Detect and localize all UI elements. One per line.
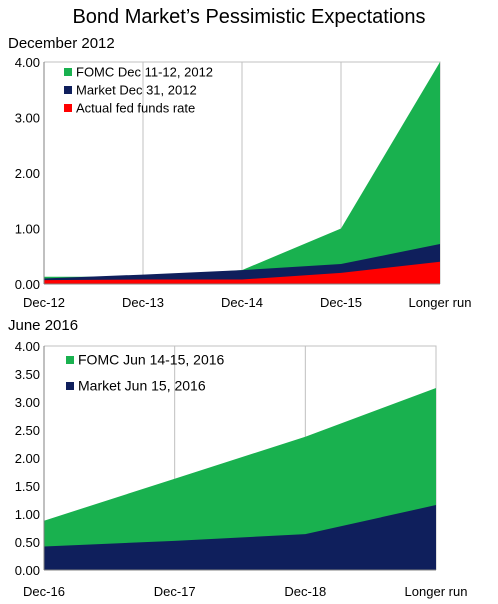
- y-tick-label-0-00: 0.00: [15, 563, 40, 578]
- legend: FOMC Jun 14-15, 2016 Market Jun 15, 2016: [66, 352, 225, 394]
- legend-label-actual-fed-funds-rate: Actual fed funds rate: [76, 101, 195, 116]
- area-fomc-jun-14-15-2016: [44, 388, 436, 570]
- y-tick-label-1-50: 1.50: [15, 479, 40, 494]
- chart-june-2016: June 2016 0.00 0.50 1.00 1.50 2.00 2.50 3.00 3.5…: [8, 317, 468, 599]
- legend-swatch-fomc-dec-11-12-2012: [64, 68, 72, 76]
- legend-label-fomc-jun-14-15-2016: FOMC Jun 14-15, 2016: [78, 352, 225, 368]
- panel-title: June 2016: [8, 317, 78, 334]
- legend-label-fomc-dec-11-12-2012: FOMC Dec 11-12, 2012: [76, 65, 213, 80]
- legend-label-market-jun-15-2016: Market Jun 15, 2016: [78, 378, 206, 394]
- y-tick-label-4-00: 4.00: [15, 339, 40, 354]
- legend: FOMC Dec 11-12, 2012 Market Dec 31, 2012 A…: [64, 65, 213, 116]
- y-tick-label-3-50: 3.50: [15, 367, 40, 382]
- y-tick-label-3-00: 3.00: [15, 111, 40, 126]
- legend-swatch-fomc-jun-14-15-2016: [66, 356, 74, 364]
- x-tick-label-dec-15: Dec-15: [320, 295, 362, 310]
- legend-swatch-actual-fed-funds-rate: [64, 104, 72, 112]
- x-tick-label-longer-run: Longer run: [409, 295, 472, 310]
- y-tick-label-0-00: 0.00: [15, 277, 40, 292]
- x-tick-label-dec-12: Dec-12: [23, 295, 65, 310]
- y-tick-label-1-00: 1.00: [15, 222, 40, 237]
- x-tick-label-dec-18: Dec-18: [284, 584, 326, 599]
- area-fomc-dec-11-12-2012: [44, 62, 440, 284]
- x-tick-label-dec-17: Dec-17: [154, 584, 196, 599]
- area-actual-fed-funds-rate: [44, 261, 440, 284]
- legend-label-market-dec-31-2012: Market Dec 31, 2012: [76, 83, 197, 98]
- panel-title: December 2012: [8, 35, 115, 52]
- y-tick-label-3-00: 3.00: [15, 395, 40, 410]
- y-tick-label-2-00: 2.00: [15, 166, 40, 181]
- y-tick-label-0-50: 0.50: [15, 535, 40, 550]
- y-tick-label-1-00: 1.00: [15, 507, 40, 522]
- x-tick-label-dec-13: Dec-13: [122, 295, 164, 310]
- legend-swatch-market-jun-15-2016: [66, 382, 74, 390]
- y-tick-label-2-50: 2.50: [15, 423, 40, 438]
- x-tick-label-longer-run: Longer run: [405, 584, 468, 599]
- main-title: Bond Market’s Pessimistic Expectations: [72, 6, 426, 28]
- x-tick-label-dec-14: Dec-14: [221, 295, 263, 310]
- y-tick-label-4-00: 4.00: [15, 55, 40, 70]
- chart-december-2012: December 2012 0.00 1.00 2.00 3.00 4.00 Dec-12 D…: [8, 35, 472, 310]
- x-tick-label-dec-16: Dec-16: [23, 584, 65, 599]
- legend-swatch-market-dec-31-2012: [64, 86, 72, 94]
- y-tick-label-2-00: 2.00: [15, 451, 40, 466]
- area-market-jun-15-2016: [44, 505, 436, 570]
